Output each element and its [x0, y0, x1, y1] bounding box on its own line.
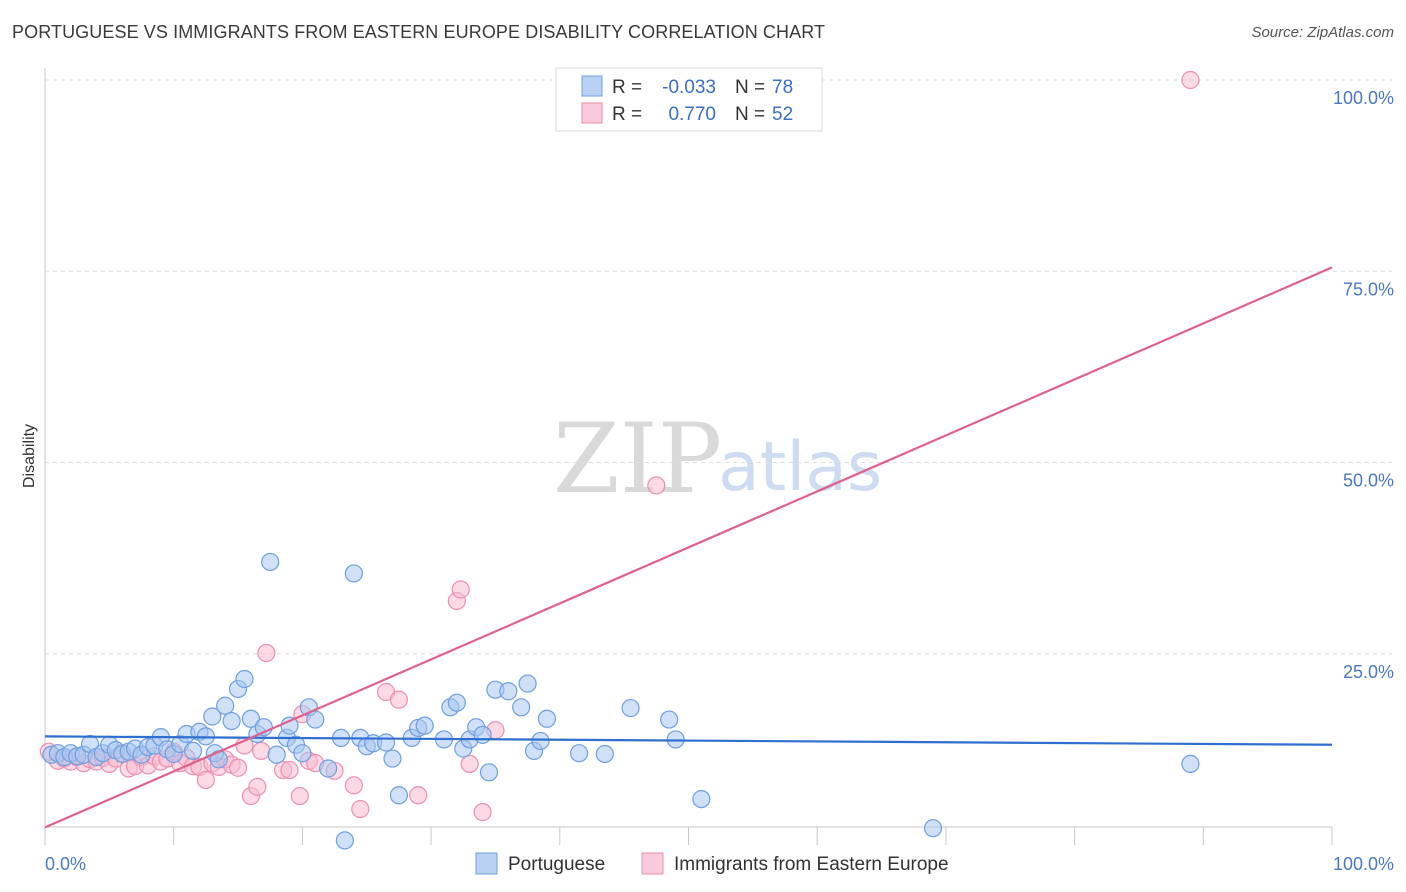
point-portuguese-38: [280, 716, 299, 735]
point-portuguese-74: [660, 710, 679, 729]
point-portuguese-77: [923, 819, 943, 838]
point-eastern-europe-42: [344, 776, 363, 795]
point-portuguese-78: [1181, 754, 1200, 774]
point-portuguese-63: [479, 763, 499, 782]
trend-line-portuguese: [44, 735, 1333, 746]
point-portuguese-55: [415, 716, 434, 735]
legend-r-value-1: -0.033: [662, 77, 716, 98]
point-eastern-europe-52: [647, 476, 666, 495]
point-portuguese-45: [335, 831, 354, 850]
legend-n-label-1: N =: [735, 77, 765, 98]
gridlines: [45, 79, 1392, 655]
point-portuguese-52: [389, 786, 409, 805]
watermark-zip: ZIP: [553, 403, 722, 515]
bottom-legend-label-portuguese: Portuguese: [508, 854, 605, 875]
point-portuguese-32: [241, 709, 261, 728]
point-eastern-europe-53: [1181, 70, 1200, 90]
point-portuguese-28: [216, 696, 235, 715]
source-credit: Source: ZipAtlas.com: [1251, 24, 1394, 41]
y-axis-label: Disability: [21, 424, 38, 488]
x-tick-label-min: 0.0%: [45, 854, 86, 874]
point-portuguese-51: [383, 749, 402, 768]
point-eastern-europe-43: [351, 799, 370, 819]
point-eastern-europe-24: [196, 770, 215, 790]
point-eastern-europe-46: [409, 786, 428, 805]
bottom-legend-swatch-eastern-europe: [641, 852, 664, 875]
point-portuguese-65: [499, 682, 518, 701]
point-eastern-europe-32: [248, 777, 267, 796]
legend-r-label-1: R =: [612, 77, 642, 98]
watermark-atlas: atlas: [718, 428, 882, 507]
point-portuguese-35: [261, 552, 280, 572]
point-portuguese-43: [319, 759, 338, 778]
legend-swatch-portuguese: [581, 75, 603, 97]
point-portuguese-76: [692, 789, 711, 809]
point-eastern-europe-34: [257, 643, 276, 663]
legend-n-value-2: 52: [772, 104, 793, 125]
data-points: [39, 70, 1200, 850]
point-eastern-europe-48: [451, 580, 470, 599]
point-eastern-europe-49: [460, 754, 479, 774]
point-eastern-europe-29: [228, 758, 248, 777]
point-portuguese-31: [235, 669, 254, 689]
y-tick-label-50: 50.0%: [1343, 471, 1394, 491]
point-portuguese-58: [447, 693, 466, 712]
legend-n-value-1: 78: [772, 77, 793, 98]
point-portuguese-70: [537, 709, 557, 728]
bottom-legend: Portuguese Immigrants from Eastern Europ…: [475, 852, 949, 875]
x-ticks: [44, 827, 1333, 845]
point-eastern-europe-45: [389, 690, 409, 709]
trend-lines: [44, 266, 1333, 829]
point-portuguese-71: [570, 744, 589, 763]
point-portuguese-25: [203, 707, 222, 726]
point-portuguese-72: [595, 744, 614, 764]
legend-r-label-2: R =: [612, 104, 642, 125]
point-eastern-europe-50: [473, 803, 492, 822]
legend-n-label-2: N =: [735, 104, 765, 125]
legend-box: R = -0.033 N = 78 R = 0.770 N = 52: [555, 67, 823, 132]
bottom-legend-label-eastern-europe: Immigrants from Eastern Europe: [674, 854, 949, 875]
point-portuguese-62: [473, 725, 492, 744]
bottom-legend-swatch-portuguese: [475, 852, 498, 875]
x-tick-label-max: 100.0%: [1333, 854, 1394, 874]
point-portuguese-36: [267, 745, 286, 764]
legend-swatch-eastern-europe: [581, 102, 603, 124]
y-tick-label-75: 75.0%: [1343, 279, 1394, 299]
point-eastern-europe-33: [252, 741, 271, 761]
point-portuguese-42: [306, 710, 325, 729]
point-portuguese-40: [293, 744, 312, 763]
point-portuguese-66: [512, 698, 531, 717]
chart-title: PORTUGUESE VS IMMIGRANTS FROM EASTERN EU…: [12, 22, 826, 42]
legend-r-value-2: 0.770: [668, 104, 716, 125]
trend-line-eastern-europe: [44, 266, 1333, 829]
point-portuguese-29: [222, 711, 241, 731]
point-portuguese-50: [376, 733, 396, 752]
point-portuguese-73: [621, 698, 640, 718]
point-portuguese-22: [183, 741, 203, 761]
y-tick-label-100: 100.0%: [1333, 88, 1394, 108]
y-tick-label-25: 25.0%: [1343, 662, 1394, 682]
point-portuguese-67: [518, 674, 537, 693]
point-eastern-europe-37: [290, 786, 309, 806]
y-tick-labels: 100.0% 75.0% 50.0% 25.0%: [1333, 88, 1394, 682]
point-portuguese-46: [344, 564, 363, 583]
point-portuguese-69: [531, 731, 550, 751]
point-eastern-europe-36: [280, 760, 299, 780]
